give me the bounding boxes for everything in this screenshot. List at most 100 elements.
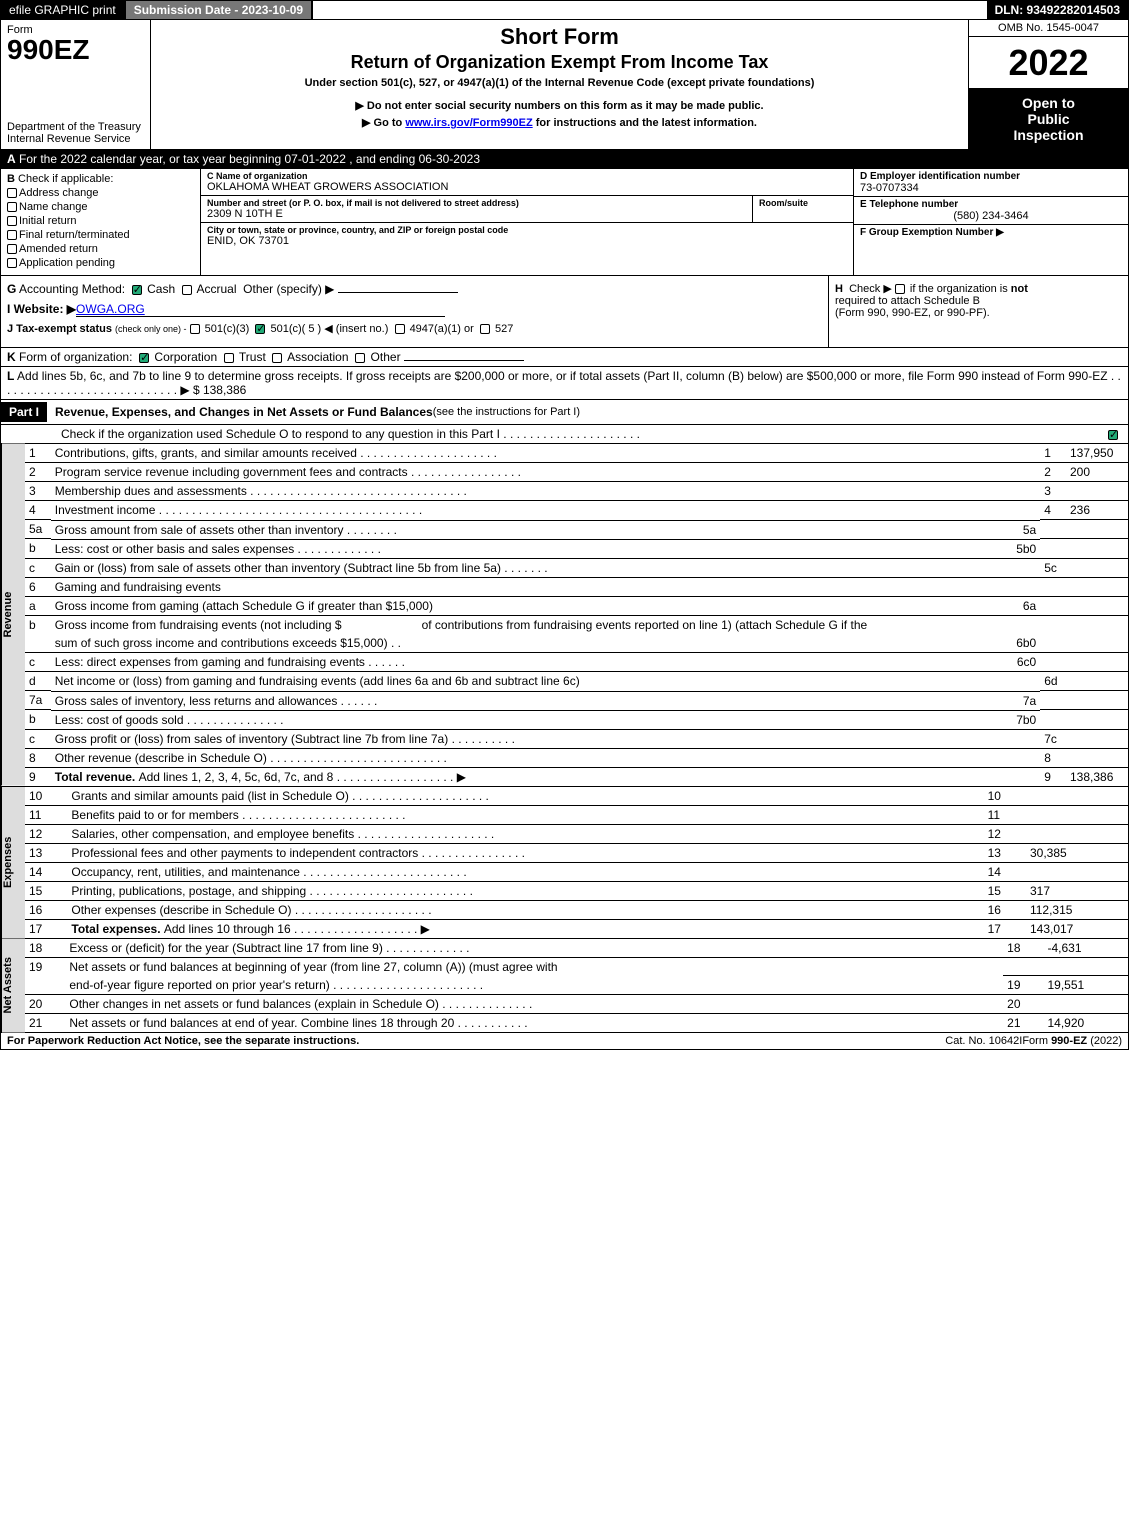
cb-final-return[interactable] <box>7 230 17 240</box>
l15-rn: 15 <box>984 881 1026 900</box>
efile-print-label[interactable]: efile GRAPHIC print <box>1 1 124 19</box>
l6-rn <box>1040 577 1066 596</box>
col-def: D Employer identification number 73-0707… <box>853 169 1128 275</box>
l19-rn: 19 <box>1003 976 1043 995</box>
l13-t: Professional fees and other payments to … <box>71 846 418 860</box>
footer-right-post: (2022) <box>1087 1035 1122 1047</box>
l6-n: 6 <box>25 577 51 596</box>
sub3-pre: ▶ Go to <box>362 117 405 129</box>
row-a-label: A <box>7 152 16 166</box>
form-number: 990EZ <box>7 36 144 64</box>
l8-rn: 8 <box>1040 748 1066 767</box>
h-label: H <box>835 283 843 295</box>
l7c-n: c <box>25 729 51 748</box>
l19-d: . . . . . . . . . . . . . . . . . . . . … <box>330 978 483 992</box>
l19-t: Net assets or fund balances at beginning… <box>69 960 557 974</box>
l19-rv: 19,551 <box>1044 976 1129 995</box>
l8-n: 8 <box>25 748 51 767</box>
cb-other-org[interactable] <box>355 353 365 363</box>
cb-cash[interactable] <box>132 285 142 295</box>
l7b-n: b <box>25 710 51 730</box>
irs-link[interactable]: www.irs.gov/Form990EZ <box>405 117 532 129</box>
l12-rv <box>1026 824 1128 843</box>
cb-schedule-b[interactable] <box>895 284 905 294</box>
h-t2: if the organization is <box>910 283 1011 295</box>
l5a-mn: 5a <box>1023 523 1036 537</box>
l4-rv: 236 <box>1066 501 1128 520</box>
cb-schedule-o-part1[interactable] <box>1108 430 1118 440</box>
cb-amended[interactable] <box>7 244 17 254</box>
l19-t2: end-of-year figure reported on prior yea… <box>69 978 329 992</box>
l7c-rv <box>1066 729 1128 748</box>
l21-d: . . . . . . . . . . . <box>454 1016 527 1030</box>
l5a-rn <box>1040 520 1066 539</box>
l21-t: Net assets or fund balances at end of ye… <box>69 1016 454 1030</box>
cb-501c3[interactable] <box>190 324 200 334</box>
l7a-n: 7a <box>25 691 51 710</box>
l6b-rn2 <box>1040 634 1066 652</box>
cb-corporation[interactable] <box>139 353 149 363</box>
c-street-label: Number and street (or P. O. box, if mail… <box>207 198 746 208</box>
l6c-mv: 0 <box>1030 655 1037 669</box>
cb-name-change[interactable] <box>7 202 17 212</box>
revenue-section: Revenue 1Contributions, gifts, grants, a… <box>0 444 1129 787</box>
l6b-mv: 0 <box>1030 636 1037 650</box>
l20-rn: 20 <box>1003 995 1043 1014</box>
k-other-blank[interactable] <box>404 360 524 361</box>
l16-d: . . . . . . . . . . . . . . . . . . . . … <box>292 903 432 917</box>
cb-address-change[interactable] <box>7 188 17 198</box>
part1-title: Revenue, Expenses, and Changes in Net As… <box>55 405 433 419</box>
netassets-table: 18Excess or (deficit) for the year (Subt… <box>25 939 1128 1033</box>
l6a-mn: 6a <box>1023 599 1036 613</box>
l-text: Add lines 5b, 6c, and 7b to line 9 to de… <box>17 369 1108 383</box>
l13-n: 13 <box>25 843 67 862</box>
sub3-post: for instructions and the latest informat… <box>533 117 757 129</box>
b-text: Check if applicable: <box>18 173 113 185</box>
cb-application-pending[interactable] <box>7 258 17 268</box>
cb-527[interactable] <box>480 324 490 334</box>
part1-note: (see the instructions for Part I) <box>433 406 580 418</box>
cb-trust[interactable] <box>224 353 234 363</box>
cb-initial-return[interactable] <box>7 216 17 226</box>
l7b-mv: 0 <box>1030 713 1037 727</box>
g-other: Other (specify) ▶ <box>243 282 334 296</box>
l12-n: 12 <box>25 824 67 843</box>
l6b-rv1 <box>1066 615 1128 634</box>
l-val: $ 138,386 <box>193 383 246 397</box>
l16-t: Other expenses (describe in Schedule O) <box>71 903 291 917</box>
l7a-rn <box>1040 691 1066 710</box>
cb-association[interactable] <box>272 353 282 363</box>
j-label: J Tax-exempt status <box>7 323 112 335</box>
l7c-t: Gross profit or (loss) from sales of inv… <box>55 732 448 746</box>
l5c-t: Gain or (loss) from sale of assets other… <box>55 561 501 575</box>
row-l: L Add lines 5b, 6c, and 7b to line 9 to … <box>0 367 1129 400</box>
l19-rn1 <box>1003 957 1043 976</box>
expenses-section: Expenses 10Grants and similar amounts pa… <box>0 787 1129 939</box>
section-gh: G Accounting Method: Cash Accrual Other … <box>0 276 1129 348</box>
cb-501c[interactable] <box>255 324 265 334</box>
cb-accrual[interactable] <box>182 285 192 295</box>
l6c-rv <box>1066 652 1128 672</box>
l9-d: . . . . . . . . . . . . . . . . . . ▶ <box>333 770 466 784</box>
row-a: A For the 2022 calendar year, or tax yea… <box>0 150 1129 169</box>
revenue-table: 1Contributions, gifts, grants, and simil… <box>25 444 1128 786</box>
l7a-rv <box>1066 691 1128 710</box>
sub2: ▶ Do not enter social security numbers o… <box>155 99 964 112</box>
l7b-d: . . . . . . . . . . . . . . . <box>184 713 284 727</box>
g-other-blank[interactable] <box>338 292 458 293</box>
l3-n: 3 <box>25 482 51 501</box>
l2-d: . . . . . . . . . . . . . . . . . <box>408 465 521 479</box>
footer: For Paperwork Reduction Act Notice, see … <box>0 1033 1129 1050</box>
website-link[interactable]: OWGA.ORG <box>76 302 445 317</box>
section-bc: B Check if applicable: Address change Na… <box>0 169 1129 276</box>
l6c-mn: 6c <box>1017 655 1030 669</box>
part1-label: Part I <box>1 402 47 422</box>
k-trust: Trust <box>239 350 266 364</box>
col-g: G Accounting Method: Cash Accrual Other … <box>1 276 828 347</box>
l12-t: Salaries, other compensation, and employ… <box>71 827 354 841</box>
cb-4947[interactable] <box>395 324 405 334</box>
topbar-spacer <box>313 1 986 19</box>
header-right: OMB No. 1545-0047 2022 Open to Public In… <box>968 20 1128 149</box>
l6b-rn1 <box>1040 615 1066 634</box>
i-label: I Website: ▶ <box>7 302 76 316</box>
